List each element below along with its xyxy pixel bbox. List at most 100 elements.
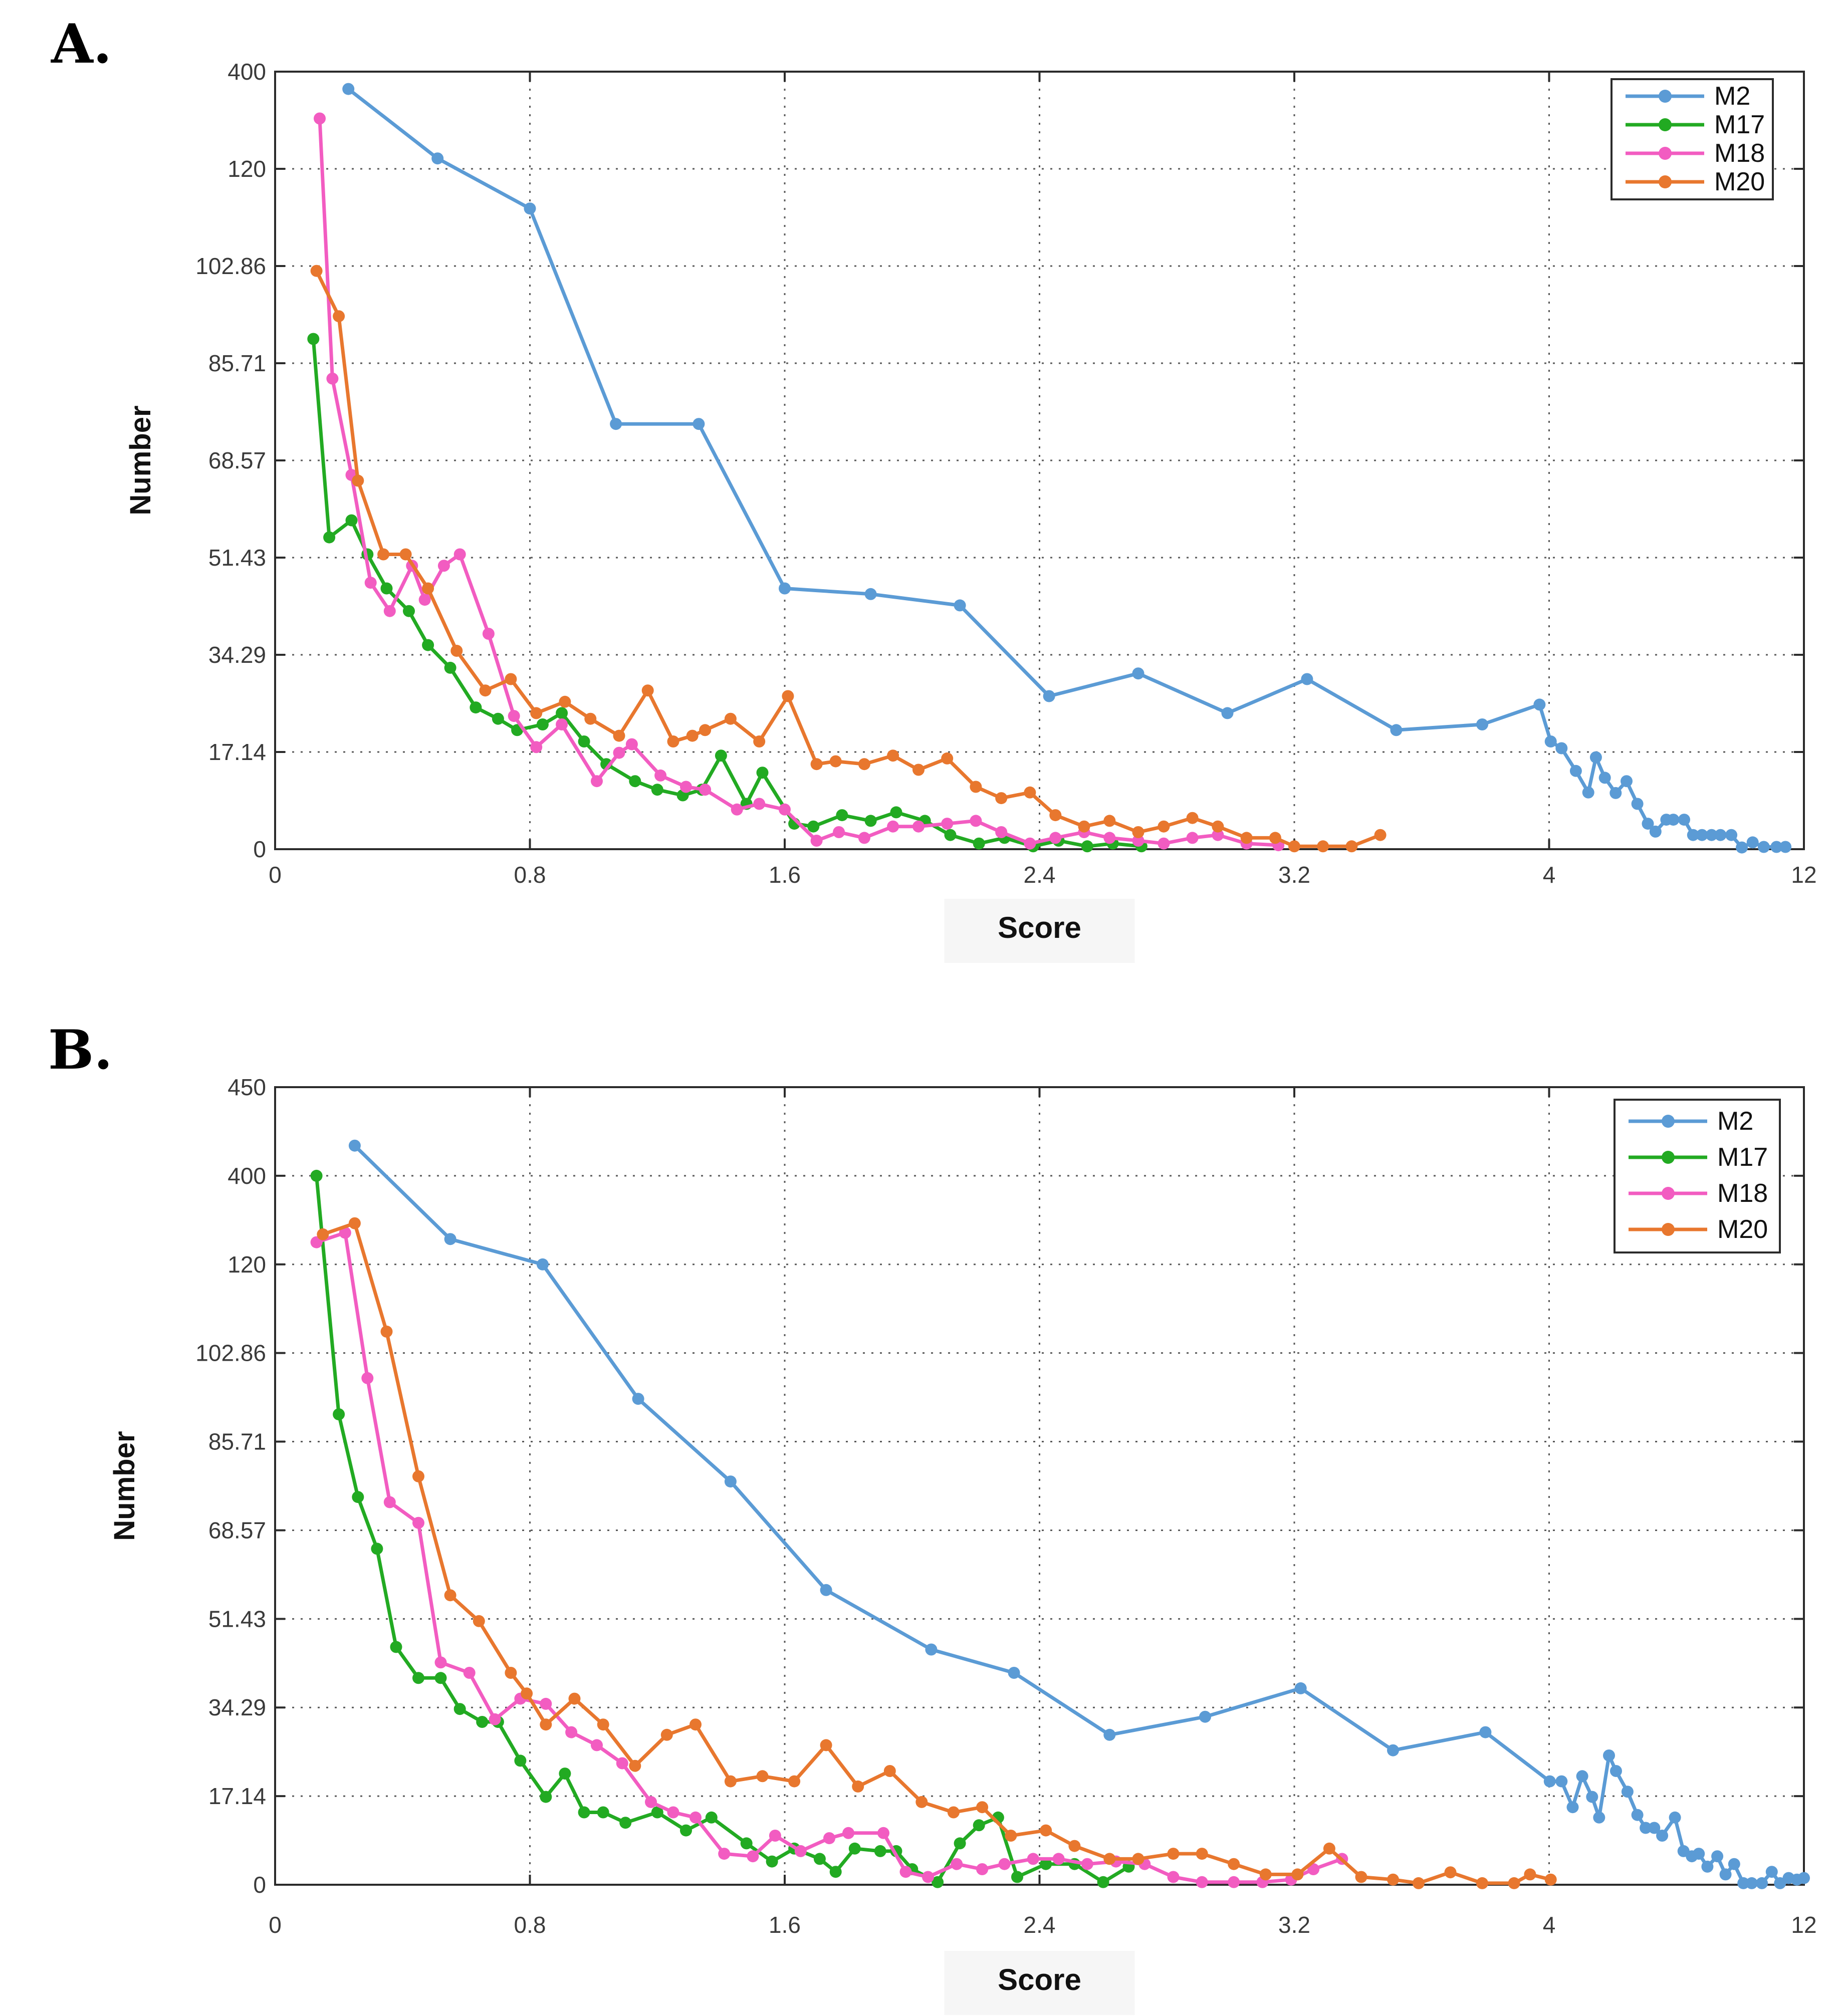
svg-text:34.29: 34.29 [208,1694,266,1720]
svg-text:0.8: 0.8 [514,1912,546,1938]
data-point [1103,832,1116,844]
data-point [1479,1726,1492,1738]
data-point [1593,1811,1605,1824]
data-point [718,1848,731,1860]
data-point [1746,836,1759,849]
data-point [339,1226,351,1239]
legend-marker [1659,147,1672,160]
data-point [1186,812,1199,824]
data-point [899,1866,912,1878]
svg-text:400: 400 [227,1163,266,1189]
data-point [434,1672,447,1684]
data-point [941,752,954,765]
data-point [380,1325,393,1338]
legend-entry-M2: M2 [1626,82,1750,111]
data-point [578,1806,590,1819]
data-point [310,1169,323,1182]
data-point [788,1775,801,1788]
data-point [922,1871,934,1883]
legend-label: M18 [1717,1179,1768,1208]
data-point [540,1791,552,1803]
data-point [874,1845,886,1857]
data-point [1476,1877,1488,1889]
data-point [998,1858,1011,1870]
data-point [390,1641,402,1653]
data-point [380,582,393,595]
data-point [1631,1809,1644,1821]
data-point [1081,1858,1093,1870]
data-point [1576,1770,1588,1783]
data-point [877,1827,889,1839]
data-point [536,1258,549,1271]
data-point [613,729,625,742]
svg-text:12: 12 [1791,1912,1816,1938]
data-point [995,826,1008,838]
data-point [540,1697,552,1710]
data-point [1199,1710,1211,1723]
data-point [412,1672,424,1684]
data-point [667,1806,679,1819]
data-point [944,829,957,841]
data-point [473,1615,485,1627]
data-point [505,673,517,685]
data-point [317,1228,329,1240]
legend-label: M2 [1717,1107,1753,1136]
legend-marker [1662,1223,1675,1236]
data-point [724,712,737,725]
data-point [1008,1667,1020,1679]
data-point [794,1845,807,1857]
data-point [1132,826,1144,838]
data-point [629,1759,641,1772]
svg-text:17.14: 17.14 [208,739,266,765]
data-point [1158,837,1170,850]
data-point [492,712,504,725]
data-point [1011,1871,1023,1883]
data-point [333,1408,345,1420]
data-point [1221,707,1234,719]
data-point [915,1796,928,1808]
data-point [1719,1868,1732,1881]
data-point [530,707,543,719]
data-point [463,1667,476,1679]
svg-text:12: 12 [1791,862,1816,888]
data-point [753,798,766,810]
data-point [453,548,466,561]
svg-text:0: 0 [253,1872,266,1898]
legend-entry-M20: M20 [1629,1215,1768,1244]
data-point [1745,1877,1758,1889]
data-point [412,1517,424,1529]
data-point [383,605,396,617]
legend-entry-M18: M18 [1626,139,1765,168]
legend-marker [1659,175,1672,188]
tick-marks [274,71,1805,850]
data-point [584,712,597,725]
data-point [689,1811,702,1824]
data-point [1412,1877,1425,1889]
data-point [1555,742,1568,754]
data-point [342,83,355,95]
data-point [1387,1744,1399,1756]
data-point [883,1765,896,1777]
data-point [1228,1876,1240,1888]
svg-text:17.14: 17.14 [208,1783,266,1809]
data-point [731,803,743,816]
data-point [925,1643,938,1656]
data-point [686,729,699,742]
svg-text:2.4: 2.4 [1024,1912,1056,1938]
svg-text:2.4: 2.4 [1024,862,1056,888]
data-point [689,1718,702,1731]
legend: M2 M17 M18 M20 [1614,1099,1781,1253]
data-point [660,1728,673,1741]
data-point [820,1739,832,1751]
data-point [1027,1853,1039,1865]
data-point [1589,751,1602,764]
legend-label: M17 [1717,1143,1768,1172]
data-point [973,837,985,850]
svg-text:3.2: 3.2 [1278,1912,1310,1938]
data-point [1374,829,1387,841]
data-point [1097,1876,1109,1888]
data-point [1052,1853,1065,1865]
data-point [970,815,982,827]
data-point [1345,840,1358,853]
legend-entry-M2: M2 [1629,1107,1753,1136]
